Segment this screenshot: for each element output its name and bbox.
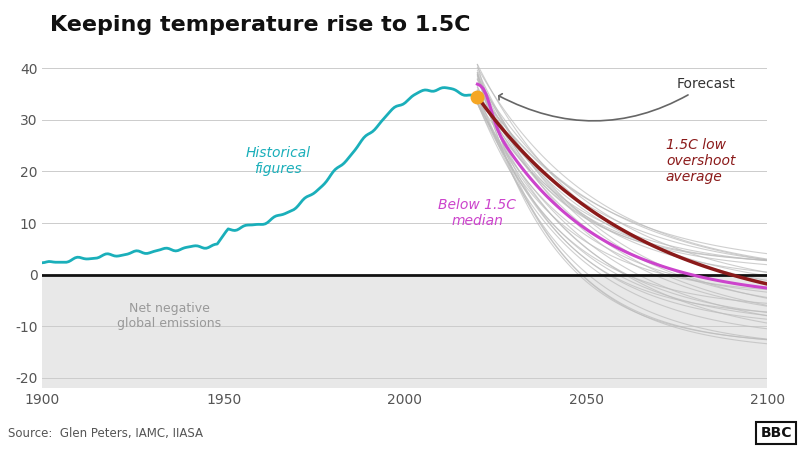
Text: Source:  Glen Peters, IAMC, IIASA: Source: Glen Peters, IAMC, IIASA [8,427,203,440]
Bar [42,275,767,388]
Text: Historical
figures: Historical figures [246,146,310,176]
Text: Net negative
global emissions: Net negative global emissions [117,302,222,330]
Text: Below 1.5C
median: Below 1.5C median [438,198,517,228]
Text: Forecast: Forecast [499,77,736,121]
Text: BBC: BBC [761,426,792,440]
Text: Keeping temperature rise to 1.5C: Keeping temperature rise to 1.5C [50,15,470,35]
Text: 1.5C low
overshoot
average: 1.5C low overshoot average [666,138,735,185]
